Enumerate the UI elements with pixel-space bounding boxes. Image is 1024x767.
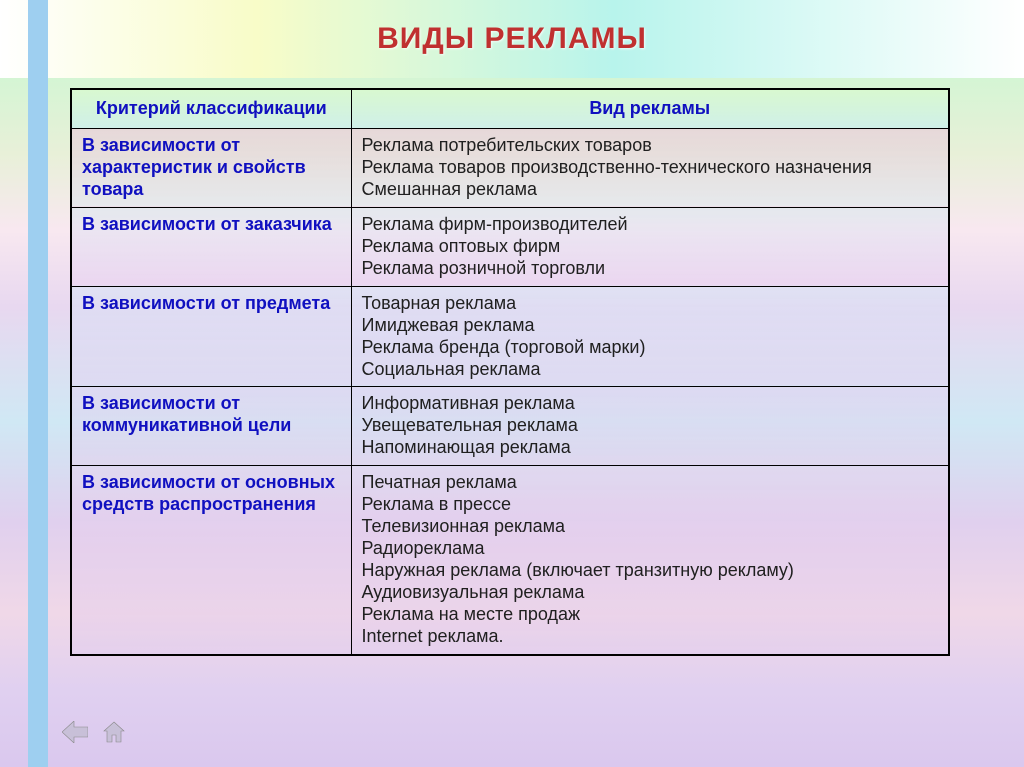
types-cell: Реклама потребительских товаровРеклама т… <box>351 128 949 207</box>
criterion-cell: В зависимости от заказчика <box>71 207 351 286</box>
back-arrow-icon[interactable] <box>62 721 88 748</box>
table-row: В зависимости от основных средств распро… <box>71 466 949 655</box>
table-row: В зависимости от характеристик и свойств… <box>71 128 949 207</box>
types-cell: Информативная рекламаУвещевательная рекл… <box>351 387 949 466</box>
header-type: Вид рекламы <box>351 89 949 128</box>
slide: ВИДЫ РЕКЛАМЫ Критерий классификации Вид … <box>0 0 1024 767</box>
types-cell: Печатная рекламаРеклама в прессеТелевизи… <box>351 466 949 655</box>
types-table: Критерий классификации Вид рекламы В зав… <box>70 88 950 656</box>
types-cell: Товарная рекламаИмиджевая рекламаРеклама… <box>351 286 949 387</box>
nav-icons <box>62 720 126 749</box>
header-criterion: Критерий классификации <box>71 89 351 128</box>
criterion-cell: В зависимости от коммуникативной цели <box>71 387 351 466</box>
criterion-cell: В зависимости от предмета <box>71 286 351 387</box>
types-table-container: Критерий классификации Вид рекламы В зав… <box>70 88 950 656</box>
table-row: В зависимости от предмета Товарная рекла… <box>71 286 949 387</box>
table-header-row: Критерий классификации Вид рекламы <box>71 89 949 128</box>
table-row: В зависимости от заказчика Реклама фирм-… <box>71 207 949 286</box>
home-icon[interactable] <box>102 720 126 749</box>
left-accent-bar <box>28 0 48 767</box>
criterion-cell: В зависимости от основных средств распро… <box>71 466 351 655</box>
types-cell: Реклама фирм-производителейРеклама оптов… <box>351 207 949 286</box>
table-row: В зависимости от коммуникативной цели Ин… <box>71 387 949 466</box>
criterion-cell: В зависимости от характеристик и свойств… <box>71 128 351 207</box>
slide-title: ВИДЫ РЕКЛАМЫ <box>0 22 1024 56</box>
